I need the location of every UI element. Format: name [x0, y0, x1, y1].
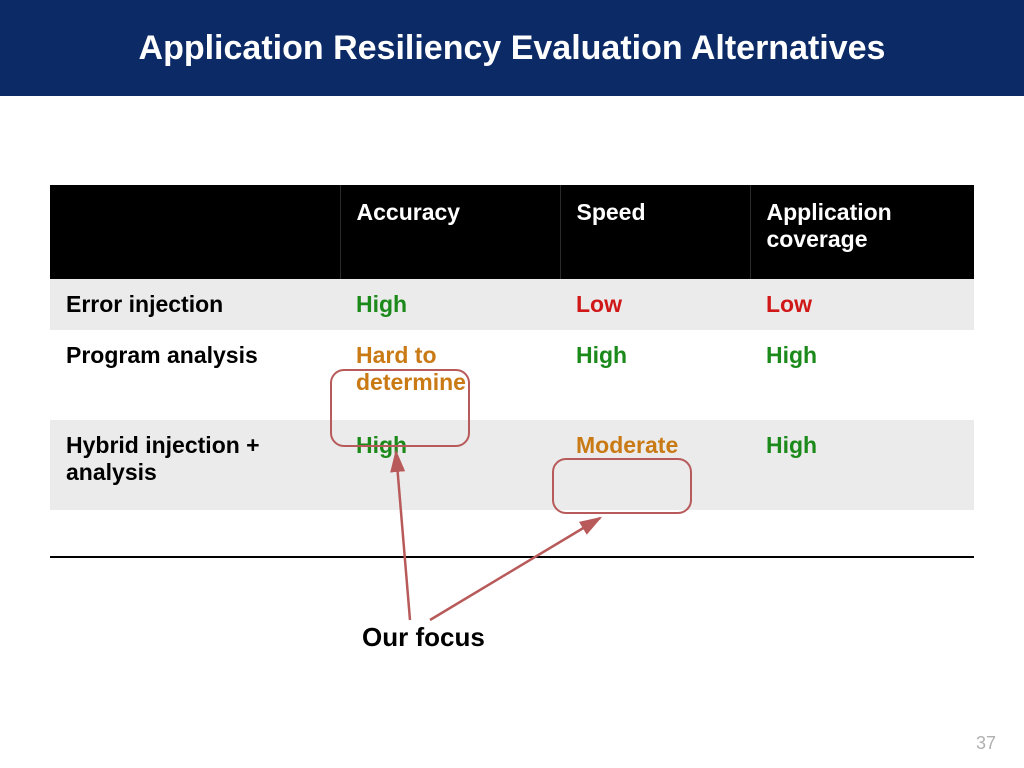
col-speed: Speed: [560, 185, 750, 279]
focus-label: Our focus: [362, 622, 485, 653]
slide-title: Application Resiliency Evaluation Altern…: [139, 29, 886, 68]
table-header-row: Approach Accuracy Speed Application cove…: [50, 185, 974, 279]
table-bottom-rule: [50, 556, 974, 558]
col-coverage: Application coverage: [750, 185, 974, 279]
cell-coverage: High: [750, 330, 974, 420]
cell-speed: Low: [560, 279, 750, 330]
cell-coverage: High: [750, 420, 974, 510]
table-row: Error injection High Low Low: [50, 279, 974, 330]
page-number: 37: [976, 733, 996, 754]
cell-approach: Error injection: [50, 279, 340, 330]
comparison-table: Approach Accuracy Speed Application cove…: [50, 185, 974, 510]
table-row: Hybrid injection + analysis High Moderat…: [50, 420, 974, 510]
cell-accuracy: Hard to determine: [340, 330, 560, 420]
cell-speed: High: [560, 330, 750, 420]
cell-accuracy: High: [340, 279, 560, 330]
col-approach: Approach: [50, 185, 340, 279]
table-row: Program analysis Hard to determine High …: [50, 330, 974, 420]
cell-approach: Program analysis: [50, 330, 340, 420]
col-accuracy: Accuracy: [340, 185, 560, 279]
cell-approach: Hybrid injection + analysis: [50, 420, 340, 510]
cell-speed: Moderate: [560, 420, 750, 510]
cell-accuracy: High: [340, 420, 560, 510]
cell-coverage: Low: [750, 279, 974, 330]
title-bar: Application Resiliency Evaluation Altern…: [0, 0, 1024, 96]
